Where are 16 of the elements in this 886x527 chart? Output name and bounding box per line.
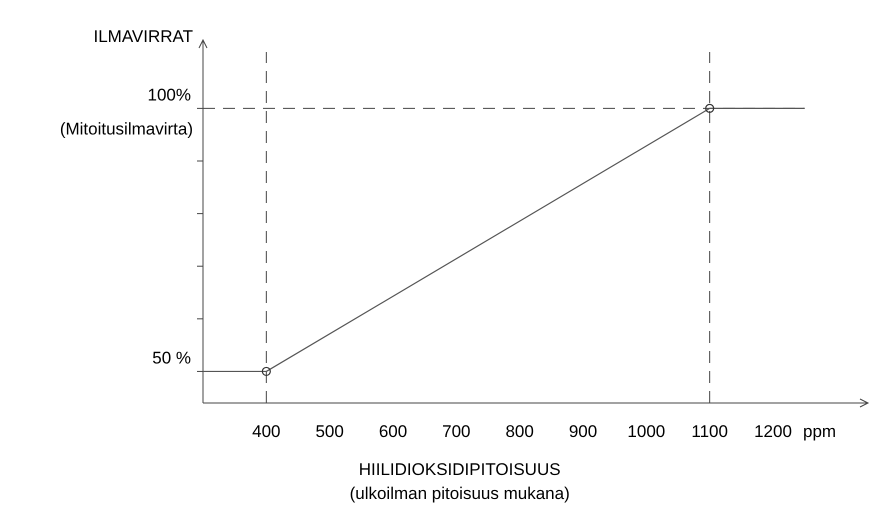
y-tick-label: 50 % <box>152 348 191 368</box>
x-tick-label: 600 <box>378 422 408 441</box>
y-axis-title: ILMAVIRRAT <box>94 27 193 46</box>
x-axis-title: HIILIDIOKSIDIPITOISUUS <box>358 460 561 479</box>
x-tick-label: 500 <box>315 422 344 441</box>
x-tick-label: 1200 <box>754 422 792 441</box>
x-tick-label: 1100 <box>691 422 728 441</box>
x-tick-label: 800 <box>505 422 534 441</box>
x-tick-label: 400 <box>252 422 281 441</box>
text: ppm <box>803 422 836 441</box>
x-tick-label: 700 <box>442 422 471 441</box>
text: (ulkoilman pitoisuus mukana) <box>350 484 570 503</box>
x-tick-label: 900 <box>568 422 598 441</box>
y-tick-label: 100% <box>148 85 191 104</box>
text: (Mitoitusilmavirta) <box>60 119 193 138</box>
x-tick-label: 1000 <box>627 422 666 441</box>
